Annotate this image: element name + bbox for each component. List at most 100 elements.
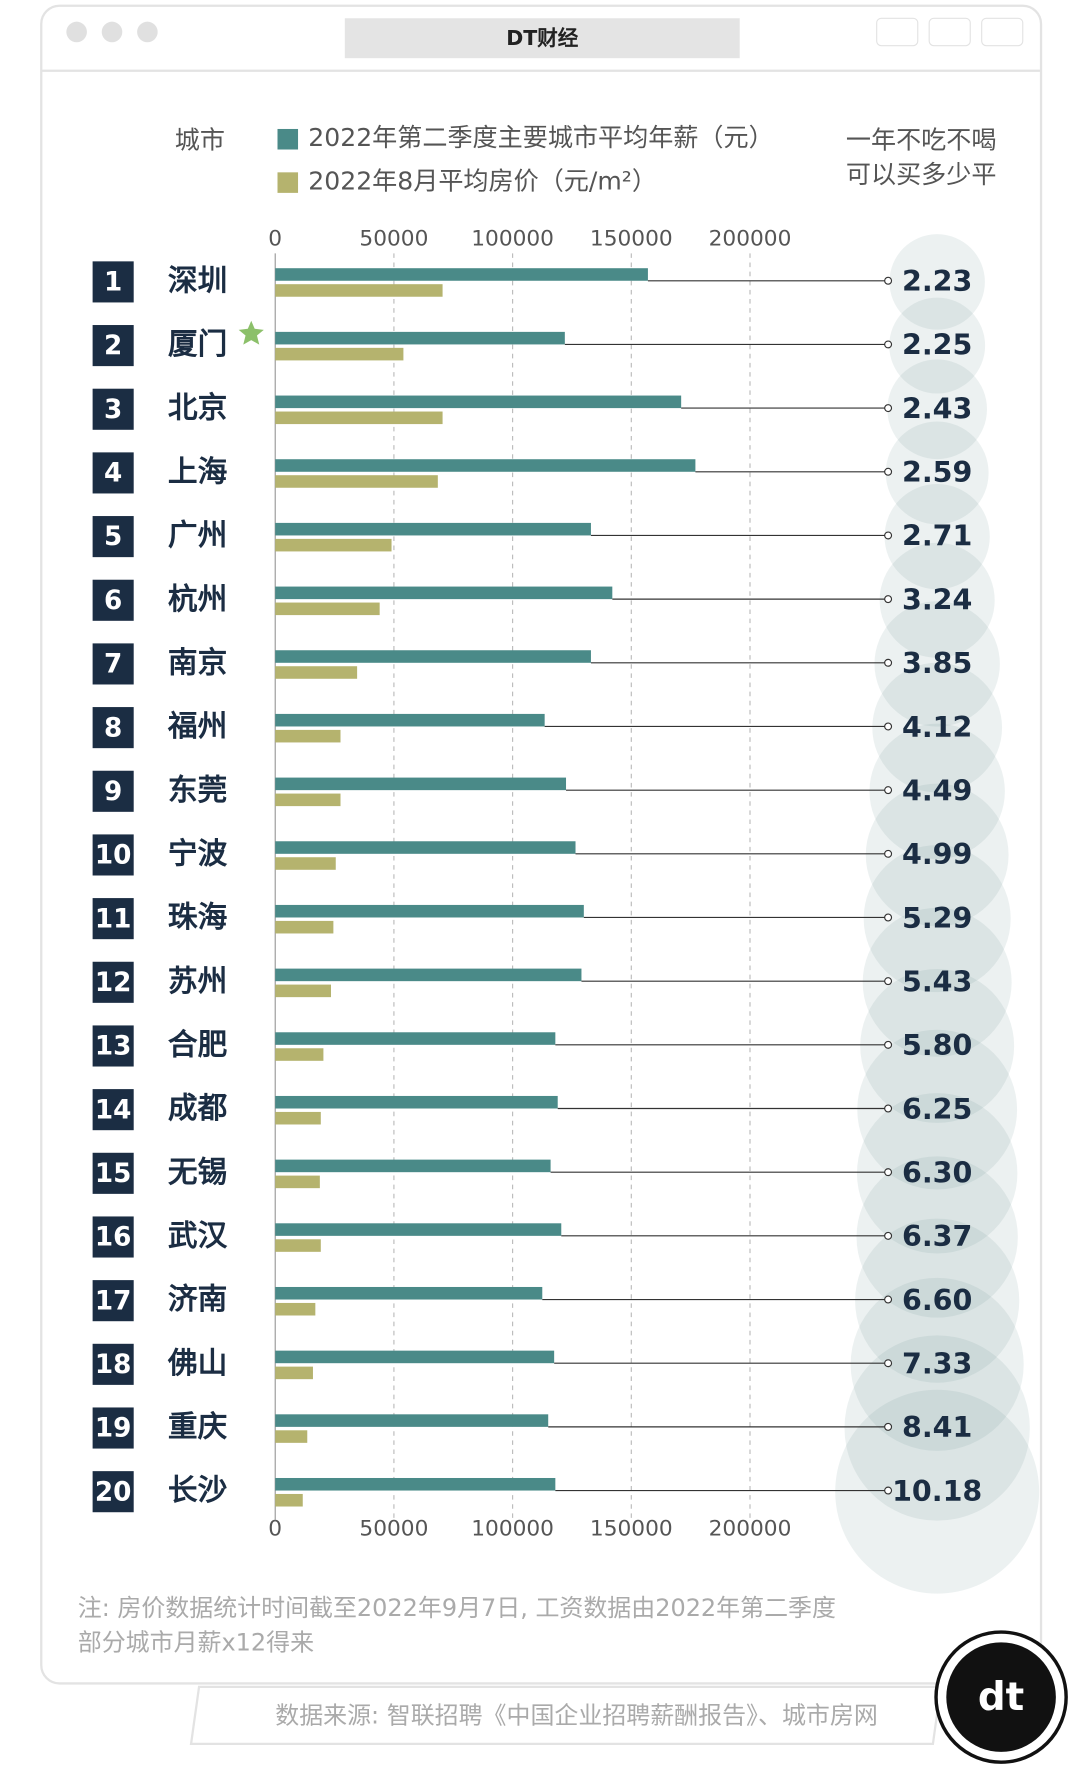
leader-dot [884, 913, 893, 922]
leader-dot [884, 531, 893, 540]
window-button [101, 21, 123, 43]
ratio-label: 10.18 [892, 1475, 982, 1508]
legend-label: 2022年第二季度主要城市平均年薪（元） [308, 123, 773, 152]
leader-dot [884, 786, 893, 795]
leader-dot [884, 276, 893, 285]
rank: 17 [95, 1286, 132, 1316]
rank-box [92, 1343, 134, 1385]
leader-dot [884, 1295, 893, 1304]
x-tick-label: 50000 [359, 1516, 428, 1541]
category-label: 南京 [168, 644, 227, 679]
category-label: 杭州 [168, 581, 227, 616]
bubble-layer [835, 234, 1040, 1594]
ratio-bubble [872, 662, 1003, 793]
category-label: 厦门 [168, 326, 227, 361]
ratio-bubble [844, 1335, 1030, 1521]
bar [275, 1239, 321, 1252]
ratio-label: 2.71 [902, 520, 972, 553]
bar [275, 284, 443, 297]
window-button [137, 21, 158, 43]
source: 数据来源: 智联招聘《中国企业招聘薪酬报告》、城市房网 [275, 1702, 878, 1730]
ratio-bubble [887, 359, 987, 460]
leader-dot [884, 977, 893, 986]
rank: 8 [104, 713, 122, 743]
rank-box [92, 579, 134, 621]
ratio-label: 8.41 [902, 1411, 972, 1444]
x-tick-label: 50000 [359, 227, 428, 252]
ratio-label: 4.12 [902, 711, 972, 744]
bar [275, 841, 576, 854]
rank-box [92, 1471, 134, 1513]
rank: 3 [104, 395, 122, 425]
ratio-bubble [865, 783, 1009, 927]
bar [275, 268, 648, 281]
ratio-bubble [884, 483, 990, 590]
ratio-bubble [869, 723, 1005, 859]
bar [275, 395, 682, 409]
rank-box [92, 325, 134, 367]
bar [275, 522, 591, 536]
rank-box [92, 1407, 134, 1449]
rank-box [92, 1216, 134, 1258]
bar [275, 1159, 551, 1173]
category-label: 广州 [168, 517, 227, 552]
bar [275, 411, 443, 425]
ratio-title: 可以买多少平 [846, 160, 997, 189]
rank-box [92, 388, 134, 430]
category-header: 城市 [175, 126, 225, 155]
bar [275, 1048, 324, 1061]
rank: 14 [95, 1095, 132, 1125]
bar [275, 857, 336, 870]
bar [275, 475, 438, 488]
window-button [66, 21, 87, 43]
ratio-bubble [879, 542, 995, 658]
ratio-bubble [855, 1218, 1020, 1383]
ratio-label: 6.37 [902, 1220, 972, 1253]
ratio-bubble [885, 421, 989, 525]
rank-box [92, 1152, 134, 1194]
x-tick-label: 150000 [590, 227, 673, 252]
rank: 7 [104, 650, 122, 680]
category-label: 成都 [168, 1090, 228, 1125]
ratio-bubble [850, 1277, 1024, 1451]
ratio-bubble [889, 234, 985, 330]
bar [275, 1493, 303, 1507]
ratio-label: 6.25 [902, 1093, 972, 1126]
ratio-label: 4.99 [902, 838, 972, 871]
rank-box [92, 261, 134, 303]
rank-box [92, 516, 134, 558]
ratio-label: 7.33 [902, 1347, 972, 1380]
rank-box [92, 898, 134, 940]
window-icon [876, 17, 919, 47]
title-bar [344, 18, 740, 59]
bar [275, 729, 341, 743]
ratio-bubble [889, 297, 986, 394]
rank: 19 [95, 1414, 132, 1444]
bar [275, 904, 584, 918]
category-label: 上海 [168, 453, 228, 488]
bar [275, 1286, 543, 1300]
note: 注: 房价数据统计时间截至2022年9月7日, 工资数据由2022年第二季度 [78, 1594, 836, 1622]
ratio-label: 2.59 [902, 456, 972, 489]
legend-swatch [277, 128, 299, 150]
legend-label: 2022年8月平均房价（元/m²） [308, 167, 657, 196]
category-label: 武汉 [168, 1217, 228, 1252]
leader-dot [884, 1104, 893, 1113]
bar [275, 1414, 549, 1427]
leader-dot [884, 404, 893, 413]
bar [275, 1175, 320, 1189]
category-label: 深圳 [168, 262, 227, 297]
rank-box [92, 452, 134, 494]
ratio-label: 2.23 [902, 265, 972, 298]
bar [275, 602, 380, 616]
ratio-bubble [860, 969, 1015, 1123]
rank-box [92, 834, 134, 876]
rank: 1 [104, 268, 122, 298]
bar [275, 650, 591, 663]
rank: 16 [95, 1223, 132, 1253]
bar [275, 793, 341, 807]
window-icon [981, 17, 1024, 47]
rank: 4 [104, 459, 122, 489]
x-tick-label: 0 [268, 1516, 282, 1541]
